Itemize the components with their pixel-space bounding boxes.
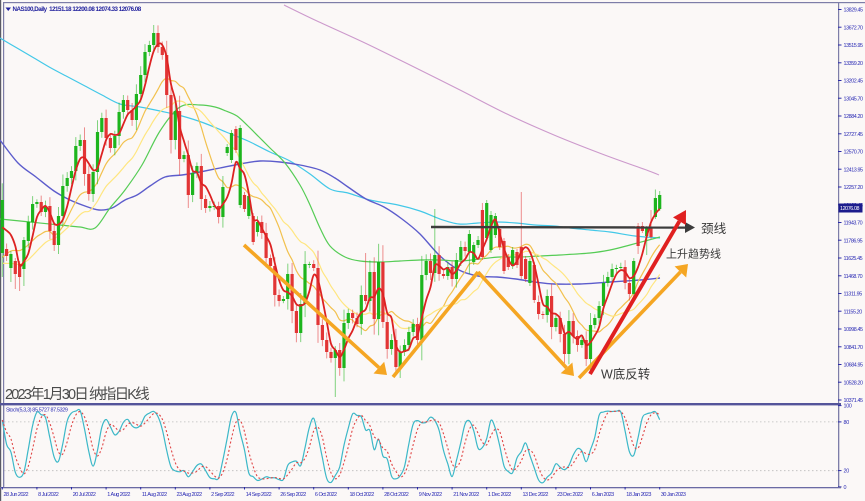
svg-text:1 Aug 2022: 1 Aug 2022 bbox=[107, 492, 130, 498]
svg-text:12257.20: 12257.20 bbox=[844, 185, 864, 191]
svg-text:上升趋势线: 上升趋势线 bbox=[666, 247, 721, 261]
svg-text:13829.45: 13829.45 bbox=[844, 8, 864, 14]
svg-text:9 Nov 2022: 9 Nov 2022 bbox=[419, 492, 442, 498]
svg-text:30 Jan 2023: 30 Jan 2023 bbox=[661, 492, 686, 498]
svg-text:6 Oct 2022: 6 Oct 2022 bbox=[315, 492, 337, 498]
svg-text:11 Aug 2022: 11 Aug 2022 bbox=[142, 492, 167, 498]
svg-text:13359.20: 13359.20 bbox=[844, 61, 864, 67]
svg-text:2 Sep 2022: 2 Sep 2022 bbox=[211, 492, 234, 498]
svg-text:11155.20: 11155.20 bbox=[844, 309, 863, 315]
svg-text:0: 0 bbox=[844, 485, 847, 491]
svg-text:100: 100 bbox=[844, 404, 852, 410]
svg-text:20: 20 bbox=[844, 469, 850, 475]
svg-text:12413.95: 12413.95 bbox=[844, 167, 864, 173]
svg-text:18 Jan 2023: 18 Jan 2023 bbox=[626, 492, 651, 498]
svg-text:10371.45: 10371.45 bbox=[844, 398, 864, 404]
svg-text:11625.45: 11625.45 bbox=[844, 256, 863, 262]
svg-text:26 Sep 2022: 26 Sep 2022 bbox=[280, 492, 306, 498]
svg-text:11311.95: 11311.95 bbox=[844, 292, 863, 298]
svg-text:颈线: 颈线 bbox=[701, 222, 727, 236]
svg-text:80: 80 bbox=[844, 420, 850, 426]
svg-text:6 Jan 2023: 6 Jan 2023 bbox=[592, 492, 614, 498]
svg-text:13672.70: 13672.70 bbox=[844, 25, 864, 31]
svg-text:23 Dec 2022: 23 Dec 2022 bbox=[557, 492, 583, 498]
svg-text:20 Jul 2022: 20 Jul 2022 bbox=[73, 492, 96, 498]
svg-text:10528.20: 10528.20 bbox=[844, 380, 864, 386]
svg-text:28 Jun 2022: 28 Jun 2022 bbox=[4, 492, 29, 498]
svg-text:13202.45: 13202.45 bbox=[844, 79, 864, 85]
svg-text:10998.45: 10998.45 bbox=[844, 327, 864, 333]
svg-text:12727.45: 12727.45 bbox=[844, 132, 864, 138]
svg-text:W底反转: W底反转 bbox=[601, 367, 650, 382]
svg-text:23 Aug 2022: 23 Aug 2022 bbox=[177, 492, 203, 498]
svg-text:13515.95: 13515.95 bbox=[844, 43, 864, 49]
svg-text:13 Dec 2022: 13 Dec 2022 bbox=[523, 492, 549, 498]
svg-text:8 Jul 2022: 8 Jul 2022 bbox=[38, 492, 59, 498]
svg-text:11468.70: 11468.70 bbox=[844, 274, 863, 280]
svg-text:14 Sep 2022: 14 Sep 2022 bbox=[246, 492, 272, 498]
svg-text:10841.70: 10841.70 bbox=[844, 345, 864, 351]
svg-text:12076.08: 12076.08 bbox=[840, 206, 860, 212]
svg-text:12884.20: 12884.20 bbox=[844, 114, 864, 120]
svg-text:2023年1月30日 纳指日K线: 2023年1月30日 纳指日K线 bbox=[5, 386, 149, 403]
svg-text:11943.70: 11943.70 bbox=[844, 221, 863, 227]
svg-text:28 Oct 2022: 28 Oct 2022 bbox=[384, 492, 409, 498]
svg-text:12570.70: 12570.70 bbox=[844, 150, 864, 156]
svg-text:18 Oct 2022: 18 Oct 2022 bbox=[350, 492, 375, 498]
svg-text:10684.95: 10684.95 bbox=[844, 363, 864, 369]
svg-text:13045.70: 13045.70 bbox=[844, 96, 864, 102]
svg-text:NAS100,Daily 12151.18 12200.0: NAS100,Daily 12151.18 12200.08 12074.33 … bbox=[13, 6, 142, 13]
svg-text:Stoch(5,3,3) 85.5727 87.5329: Stoch(5,3,3) 85.5727 87.5329 bbox=[6, 408, 68, 414]
svg-text:21 Nov 2022: 21 Nov 2022 bbox=[453, 492, 479, 498]
svg-text:1 Dec 2022: 1 Dec 2022 bbox=[488, 492, 511, 498]
svg-text:11786.95: 11786.95 bbox=[844, 238, 863, 244]
